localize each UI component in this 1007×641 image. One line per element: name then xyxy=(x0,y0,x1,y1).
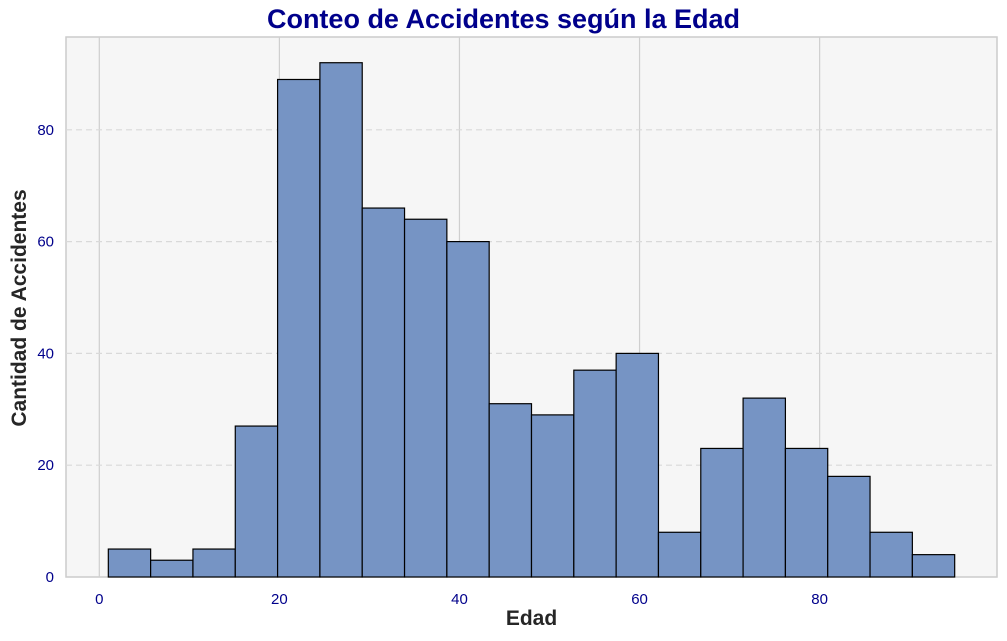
histogram-bar xyxy=(446,240,490,578)
histogram-bar xyxy=(488,403,533,578)
chart-title: Conteo de Accidentes según la Edad xyxy=(266,4,741,34)
y-tick-label: 20 xyxy=(37,457,54,474)
histogram-bar xyxy=(657,531,702,578)
histogram-bar xyxy=(361,207,406,578)
x-tick-label: 40 xyxy=(451,591,468,608)
x-tick-label: 80 xyxy=(811,591,828,608)
x-tick-label: 60 xyxy=(631,591,648,608)
y-tick-label: 60 xyxy=(37,234,54,251)
x-tick-label: 20 xyxy=(271,591,288,608)
histogram-bar xyxy=(319,62,363,578)
histogram-bar xyxy=(276,78,321,578)
histogram-bar xyxy=(107,548,152,578)
histogram-bar xyxy=(530,414,575,578)
x-tick-label: 0 xyxy=(95,591,103,608)
histogram-bar xyxy=(573,369,617,578)
x-axis-label: Edad xyxy=(505,607,558,630)
y-axis-label: Cantidad de Accidentes xyxy=(8,189,31,427)
axis-ticks: 0 20 40 60 80 0 20 40 60 80 xyxy=(37,122,828,608)
y-tick-label: 80 xyxy=(37,122,54,139)
histogram-bars xyxy=(107,62,956,578)
histogram-bar xyxy=(234,425,279,578)
histogram-bar xyxy=(615,352,660,578)
histogram-bar xyxy=(827,475,871,578)
histogram-bar xyxy=(700,447,744,578)
histogram-bar xyxy=(150,559,194,578)
histogram-bar xyxy=(192,548,236,578)
y-tick-label: 40 xyxy=(37,345,54,362)
histogram-bar xyxy=(403,218,448,578)
histogram-bar xyxy=(742,397,787,578)
histogram-bar xyxy=(911,554,956,578)
histogram-bar xyxy=(869,531,913,578)
histogram-bar xyxy=(784,447,829,578)
y-tick-label: 0 xyxy=(46,569,54,586)
